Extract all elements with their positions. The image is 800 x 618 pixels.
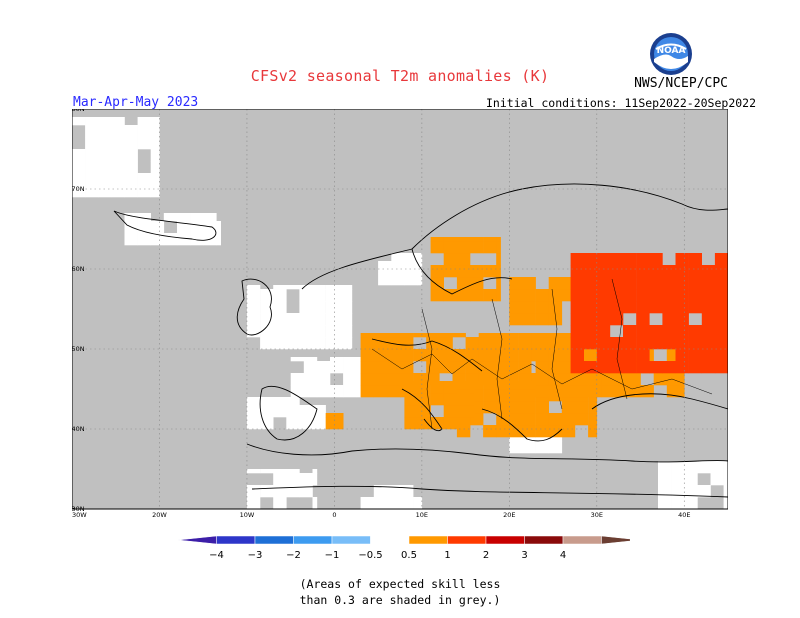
lat-label-80N: 80N	[72, 109, 85, 113]
season-label: Mar-Apr-May 2023	[73, 95, 199, 110]
colorbar-label-0: −4	[209, 550, 224, 561]
region-spain-east	[325, 413, 344, 430]
lon-label-30W: 30W	[72, 511, 87, 519]
colorbar-label-1: −3	[248, 550, 263, 561]
footnote-line-2: than 0.3 are shaded in grey.)	[299, 593, 501, 607]
colorbar-swatch-10	[562, 535, 602, 545]
anomaly-regions	[72, 117, 728, 510]
region-uk-ireland	[246, 285, 353, 350]
anomaly-map: 80N 70N 60N 50N 40N 30N 30W 20W 10W 0 10E 20E 30E 40…	[72, 109, 728, 519]
colorbar-swatch-3	[293, 535, 333, 545]
lat-label-70N: 70N	[72, 185, 85, 193]
region-caucasus-east	[658, 461, 728, 510]
lat-label-50N: 50N	[72, 345, 85, 353]
lon-label-20W: 20W	[152, 511, 167, 519]
lat-label-30N: 30N	[72, 505, 85, 513]
region-sweden-south	[430, 237, 501, 302]
region-france-west	[290, 357, 361, 398]
region-iceland	[124, 213, 221, 246]
colorbar-label-8: 3	[521, 550, 527, 561]
colorbar-swatch-8	[485, 535, 525, 545]
colorbar: −4 −3 −2 −1 −0.5 0.5 1 2 3 4	[177, 535, 630, 561]
region-spain-north	[246, 397, 326, 430]
initial-conditions-label: Initial conditions: 11Sep2022-20Sep2022	[486, 96, 757, 110]
colorbar-swatch-4	[331, 535, 371, 545]
noaa-logo-text: NOAA	[657, 46, 686, 56]
colorbar-label-9: 4	[560, 550, 566, 561]
footnote-line-1: (Areas of expected skill less	[299, 577, 501, 591]
colorbar-swatch-7	[447, 535, 487, 545]
noaa-logo: NOAA	[649, 32, 693, 76]
lon-label-30E: 30E	[591, 511, 603, 519]
lon-label-10W: 10W	[240, 511, 255, 519]
colorbar-label-3: −1	[325, 550, 340, 561]
longitude-labels: 30W 20W 10W 0 10E 20E 30E 40E	[72, 511, 690, 519]
colorbar-boxes	[177, 535, 630, 545]
map-frame	[72, 109, 728, 510]
page-title: CFSv2 seasonal T2m anomalies (K)	[250, 67, 550, 85]
colorbar-swatch-0	[177, 535, 217, 545]
colorbar-label-6: 1	[444, 550, 450, 561]
lon-label-0: 0	[332, 511, 336, 519]
lat-label-40N: 40N	[72, 425, 85, 433]
colorbar-swatch-5	[370, 535, 410, 545]
colorbar-label-7: 2	[483, 550, 489, 561]
colorbar-label-5: 0.5	[401, 550, 417, 561]
graticule	[72, 109, 728, 509]
colorbar-swatch-6	[408, 535, 448, 545]
lon-label-20E: 20E	[503, 511, 515, 519]
region-greenland-east	[72, 117, 160, 198]
lon-label-40E: 40E	[678, 511, 690, 519]
region-western-russia	[570, 253, 728, 374]
lat-label-60N: 60N	[72, 265, 85, 273]
colorbar-swatch-1	[216, 535, 256, 545]
colorbar-labels: −4 −3 −2 −1 −0.5 0.5 1 2 3 4	[209, 550, 566, 561]
political-borders	[371, 278, 713, 430]
region-norway-south	[378, 253, 423, 286]
colorbar-swatch-9	[524, 535, 564, 545]
latitude-labels: 80N 70N 60N 50N 40N 30N	[72, 109, 85, 513]
coastlines	[113, 183, 728, 498]
lon-label-10E: 10E	[416, 511, 428, 519]
colorbar-swatch-2	[254, 535, 294, 545]
footnote: (Areas of expected skill less than 0.3 a…	[0, 576, 800, 608]
colorbar-label-2: −2	[286, 550, 301, 561]
colorbar-swatch-11	[601, 535, 630, 545]
agency-label: NWS/NCEP/CPC	[634, 76, 728, 91]
region-italy	[404, 381, 475, 430]
colorbar-label-4: −0.5	[358, 550, 382, 561]
